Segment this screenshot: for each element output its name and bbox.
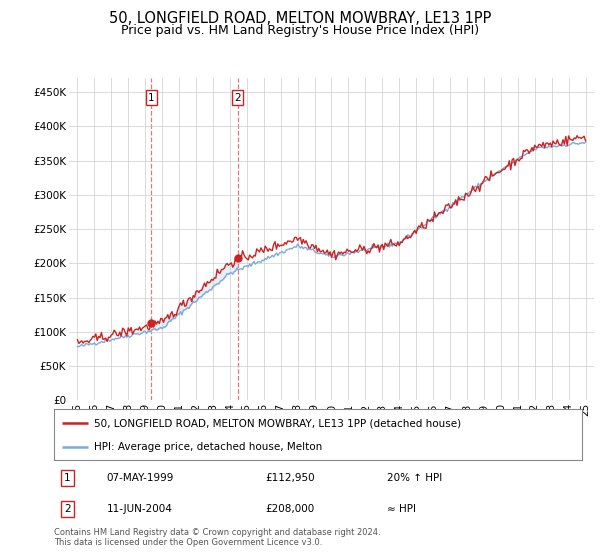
Text: £112,950: £112,950 [265, 473, 315, 483]
Text: £208,000: £208,000 [265, 504, 314, 514]
Text: ≈ HPI: ≈ HPI [386, 504, 416, 514]
Text: 2: 2 [234, 93, 241, 103]
Text: 1: 1 [64, 473, 71, 483]
Text: 07-MAY-1999: 07-MAY-1999 [107, 473, 174, 483]
Text: Contains HM Land Registry data © Crown copyright and database right 2024.
This d: Contains HM Land Registry data © Crown c… [54, 528, 380, 548]
Text: 50, LONGFIELD ROAD, MELTON MOWBRAY, LE13 1PP: 50, LONGFIELD ROAD, MELTON MOWBRAY, LE13… [109, 11, 491, 26]
Text: Price paid vs. HM Land Registry's House Price Index (HPI): Price paid vs. HM Land Registry's House … [121, 24, 479, 36]
Text: 50, LONGFIELD ROAD, MELTON MOWBRAY, LE13 1PP (detached house): 50, LONGFIELD ROAD, MELTON MOWBRAY, LE13… [94, 418, 461, 428]
Text: 20% ↑ HPI: 20% ↑ HPI [386, 473, 442, 483]
Text: HPI: Average price, detached house, Melton: HPI: Average price, detached house, Melt… [94, 442, 322, 452]
Text: 1: 1 [148, 93, 155, 103]
Text: 11-JUN-2004: 11-JUN-2004 [107, 504, 173, 514]
Text: 2: 2 [64, 504, 71, 514]
